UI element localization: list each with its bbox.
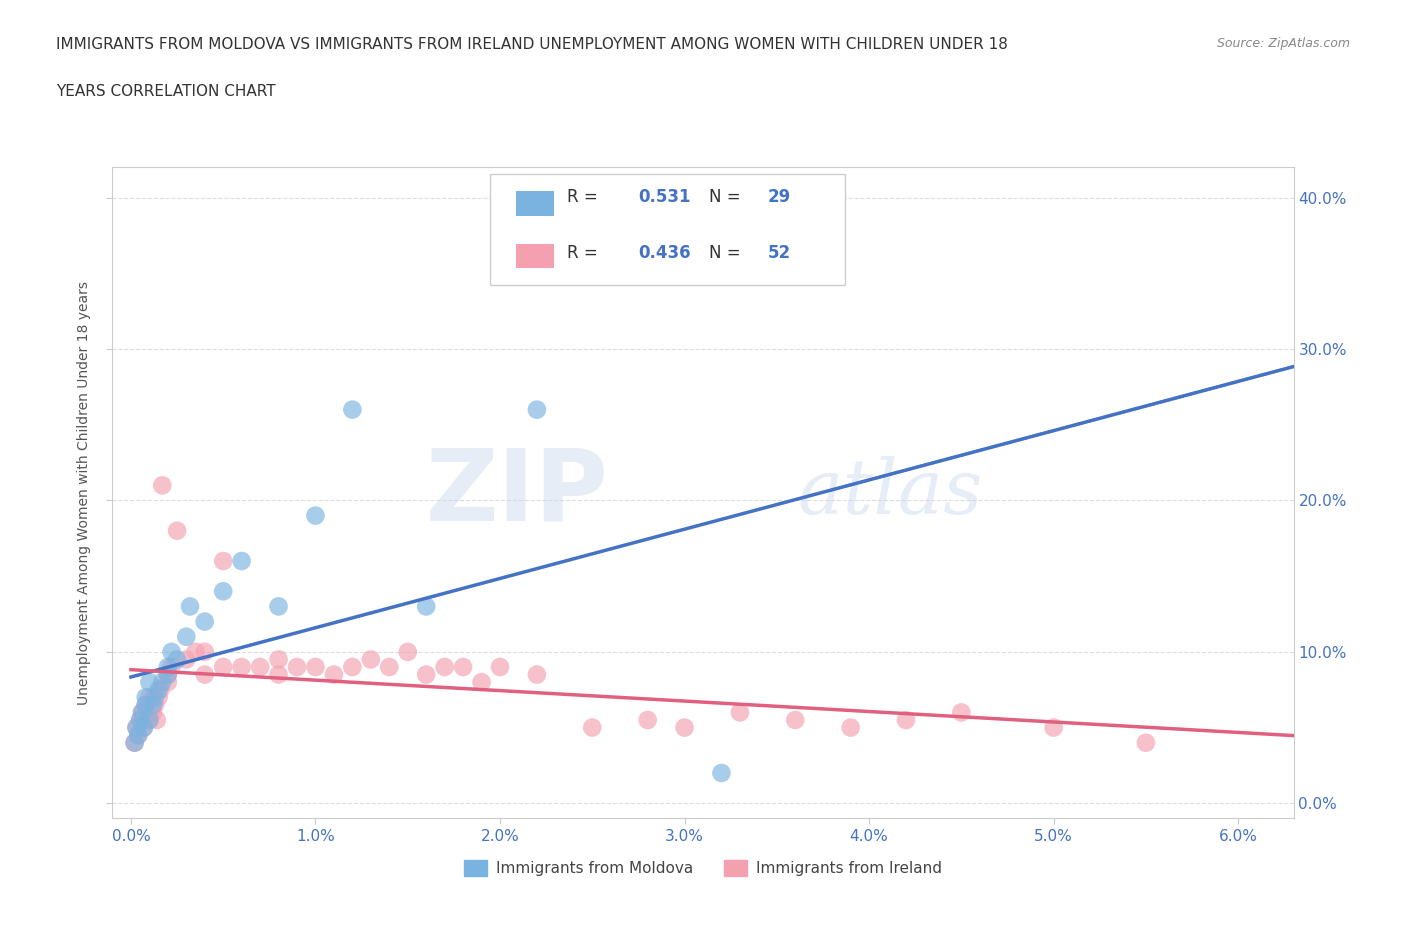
Point [415,599,437,614]
Point [1042,720,1064,735]
Point [433,659,456,674]
Point [212,584,235,599]
Text: 0.531: 0.531 [638,188,690,206]
Point [148,683,170,698]
Point [142,705,165,720]
Text: R =: R = [567,245,603,262]
Text: 29: 29 [768,188,792,206]
Text: N =: N = [709,245,745,262]
Point [135,698,157,712]
Text: IMMIGRANTS FROM MOLDOVA VS IMMIGRANTS FROM IRELAND UNEMPLOYMENT AMONG WOMEN WITH: IMMIGRANTS FROM MOLDOVA VS IMMIGRANTS FR… [56,37,1008,52]
FancyBboxPatch shape [491,174,845,285]
Legend: Immigrants from Moldova, Immigrants from Ireland: Immigrants from Moldova, Immigrants from… [458,854,948,883]
Point [166,524,188,538]
Point [131,705,153,720]
Point [285,659,308,674]
Point [950,705,973,720]
Point [728,705,751,720]
Point [451,659,474,674]
Point [132,720,155,735]
Point [304,508,326,523]
Point [142,698,165,712]
Point [489,659,512,674]
Point [124,736,146,751]
Point [378,659,401,674]
Point [131,705,153,720]
Point [1135,736,1157,751]
Text: YEARS CORRELATION CHART: YEARS CORRELATION CHART [56,84,276,99]
Point [174,630,197,644]
Point [304,659,326,674]
Point [125,720,148,735]
Point [342,402,364,417]
Point [124,736,146,751]
Point [127,727,149,742]
Text: N =: N = [709,188,745,206]
Point [249,659,271,674]
Point [160,644,183,659]
Point [179,599,201,614]
FancyBboxPatch shape [516,244,554,269]
Point [129,712,152,727]
Point [160,659,183,674]
Point [166,652,188,667]
FancyBboxPatch shape [516,192,554,217]
Point [156,667,179,682]
Point [174,652,197,667]
Point [150,674,173,689]
Point [581,720,603,735]
Text: atlas: atlas [797,456,983,530]
Point [673,720,696,735]
Point [267,652,290,667]
Point [267,667,290,682]
Point [184,644,207,659]
Point [231,659,253,674]
Point [212,659,235,674]
Point [143,698,166,712]
Point [637,712,659,727]
Point [146,712,169,727]
Point [138,712,160,727]
Point [212,553,235,568]
Point [342,659,364,674]
Point [470,674,492,689]
Text: Source: ZipAtlas.com: Source: ZipAtlas.com [1216,37,1350,50]
Point [194,644,217,659]
Text: 0.436: 0.436 [638,245,690,262]
Point [231,553,253,568]
Point [267,599,290,614]
Point [156,659,179,674]
Point [138,690,160,705]
Point [894,712,917,727]
Point [127,727,149,742]
Point [785,712,807,727]
Point [526,402,548,417]
Point [710,765,733,780]
Point [322,667,346,682]
Point [135,690,157,705]
Text: 52: 52 [768,245,792,262]
Point [149,683,172,698]
Point [839,720,862,735]
Point [526,667,548,682]
Point [135,698,157,712]
Point [132,720,155,735]
Text: ZIP: ZIP [426,445,609,541]
Point [150,478,173,493]
Point [143,690,166,705]
Point [156,667,179,682]
Point [129,712,152,727]
Point [156,674,179,689]
Point [138,674,160,689]
Point [415,667,437,682]
Point [148,690,170,705]
Point [138,712,160,727]
Y-axis label: Unemployment Among Women with Children Under 18 years: Unemployment Among Women with Children U… [77,281,91,705]
Point [360,652,382,667]
Point [194,614,217,629]
Point [396,644,419,659]
Point [125,720,148,735]
Text: R =: R = [567,188,603,206]
Point [194,667,217,682]
